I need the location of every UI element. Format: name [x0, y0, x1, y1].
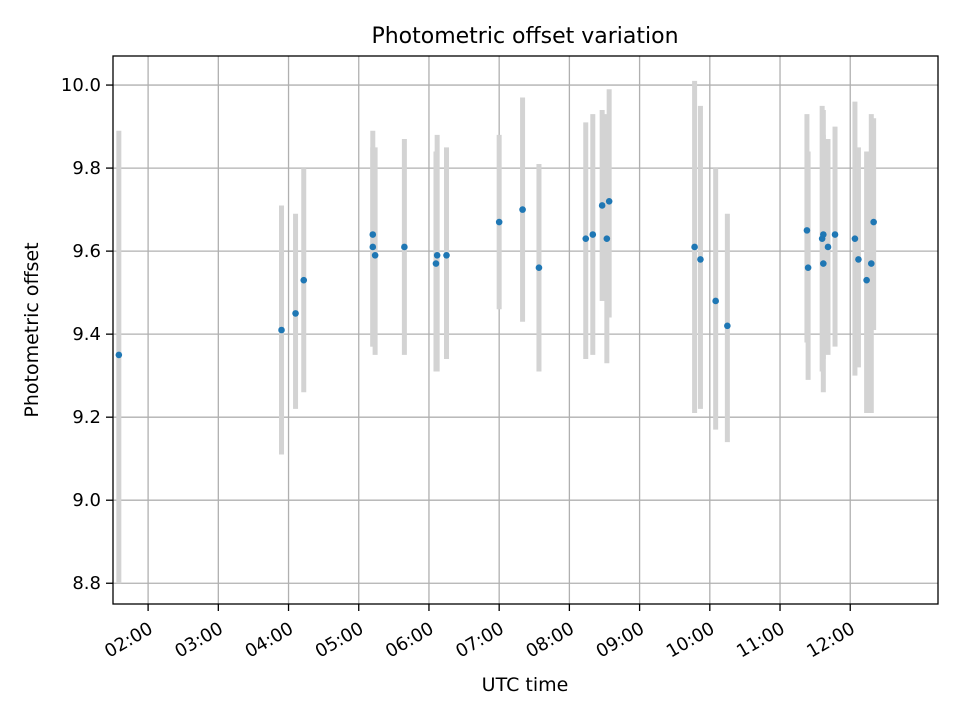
data-point: [519, 206, 526, 213]
chart-title: Photometric offset variation: [371, 24, 678, 49]
data-point: [820, 231, 827, 238]
y-tick-label: 9.4: [72, 324, 101, 345]
data-point: [401, 243, 408, 251]
axis-ticks: 02:00 03:00 04:00 05:00 06:00 07:00 08:00 09:00…: [61, 75, 859, 662]
data-point: [369, 243, 377, 251]
data-point: [870, 218, 877, 226]
data-point: [803, 227, 811, 234]
data-point: [278, 326, 285, 334]
x-tick-label: 08:00: [522, 618, 577, 662]
x-tick-label: 05:00: [312, 618, 367, 662]
data-point: [495, 218, 503, 226]
x-tick-label: 06:00: [382, 618, 437, 662]
data-point: [691, 243, 698, 251]
x-axis-label: UTC time: [482, 674, 569, 696]
data-point: [443, 251, 450, 259]
data-point: [855, 256, 862, 263]
y-tick-label: 9.8: [72, 158, 101, 179]
x-tick-label: 03:00: [171, 618, 226, 662]
data-point: [863, 276, 870, 284]
plot-frame: [112, 55, 939, 605]
x-tick-label: 11:00: [733, 618, 788, 662]
data-point: [582, 235, 590, 242]
y-tick-label: 10.0: [61, 75, 101, 96]
data-point: [115, 351, 123, 359]
data-point: [867, 260, 875, 267]
data-point: [851, 235, 859, 242]
data-point: [724, 322, 731, 330]
x-tick-label: 09:00: [593, 618, 648, 662]
data-points: [115, 198, 877, 359]
data-point: [820, 260, 827, 267]
data-point: [433, 251, 441, 259]
x-tick-label: 07:00: [452, 618, 507, 662]
data-point: [712, 297, 719, 305]
data-point: [300, 276, 308, 284]
data-point: [589, 231, 597, 238]
data-point: [292, 310, 299, 317]
data-point: [605, 198, 613, 205]
data-point: [831, 231, 839, 238]
data-point: [369, 231, 377, 238]
y-tick-label: 9.2: [72, 407, 101, 428]
y-tick-label: 8.8: [72, 573, 101, 594]
grid-lines: [113, 56, 938, 604]
x-tick-label: 04:00: [242, 618, 297, 662]
data-point: [371, 251, 379, 259]
data-point: [598, 202, 606, 209]
x-tick-label: 12:00: [803, 618, 858, 662]
data-point: [804, 264, 812, 272]
error-bars: [116, 80, 877, 584]
x-tick-label: 02:00: [101, 618, 156, 662]
data-point: [697, 256, 704, 263]
x-tick-label: 10:00: [663, 618, 718, 662]
data-point: [432, 260, 440, 267]
data-point: [535, 264, 543, 272]
data-point: [603, 235, 611, 242]
y-tick-label: 9.0: [72, 490, 101, 511]
y-axis-label: Photometric offset: [21, 242, 43, 417]
y-tick-label: 9.6: [72, 241, 101, 262]
data-point: [824, 243, 832, 251]
